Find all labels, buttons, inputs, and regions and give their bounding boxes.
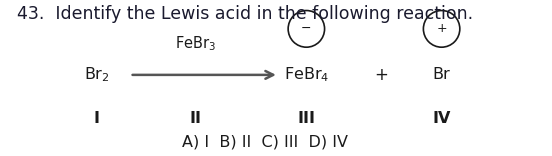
Text: III: III [298, 111, 315, 126]
Text: IV: IV [432, 111, 451, 126]
Text: I: I [94, 111, 99, 126]
Text: II: II [190, 111, 202, 126]
Text: Br: Br [433, 67, 450, 82]
Text: FeBr$_4$: FeBr$_4$ [284, 66, 329, 84]
Text: −: − [301, 22, 312, 35]
Text: Br$_2$: Br$_2$ [84, 66, 109, 84]
Text: A) I  B) II  C) III  D) IV: A) I B) II C) III D) IV [182, 135, 348, 150]
Text: FeBr$_3$: FeBr$_3$ [176, 34, 216, 53]
Text: 43.  Identify the Lewis acid in the following reaction.: 43. Identify the Lewis acid in the follo… [17, 5, 473, 23]
Text: +: + [374, 66, 388, 84]
Text: +: + [436, 22, 447, 35]
